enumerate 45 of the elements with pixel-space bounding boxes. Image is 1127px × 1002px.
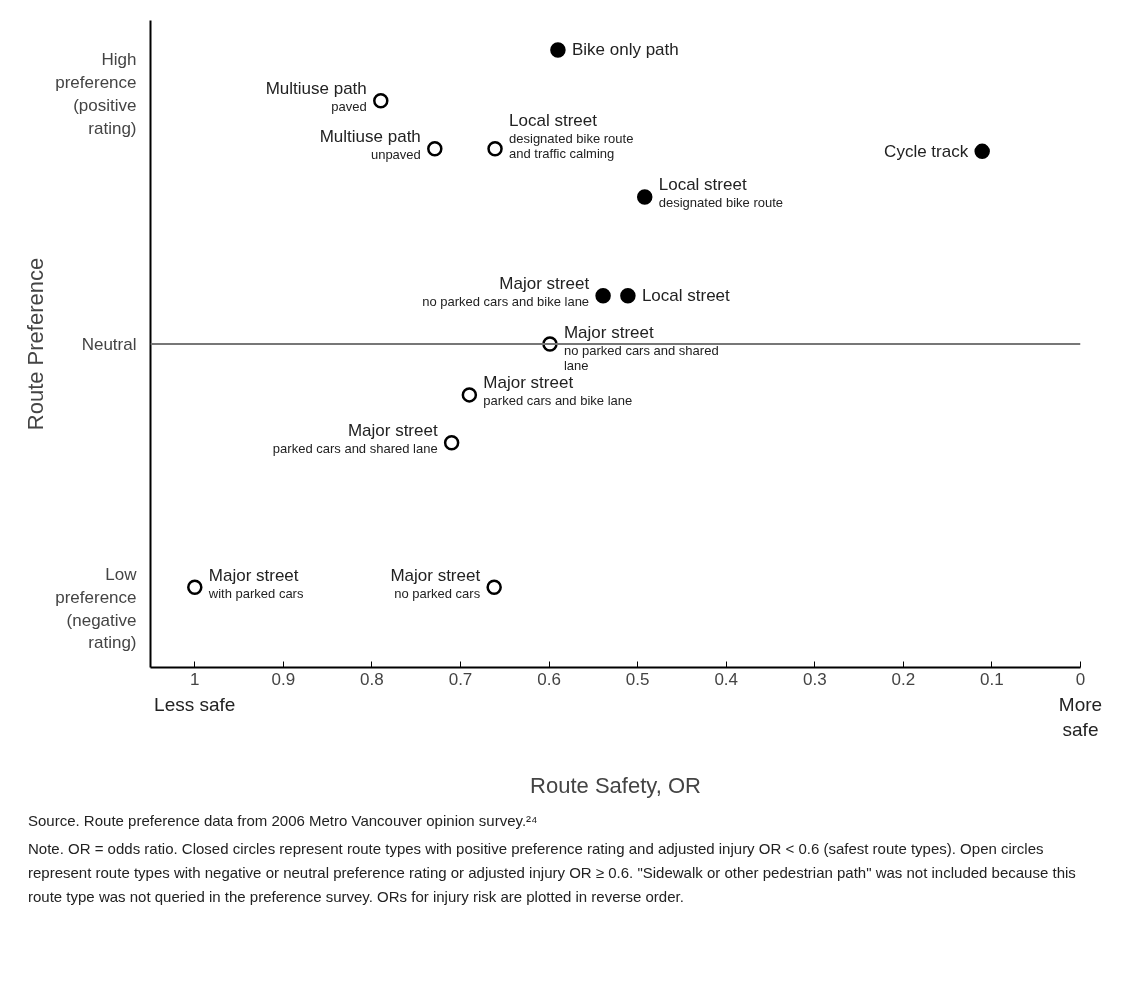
text: More safe (1058, 693, 1103, 740)
x-tick-label: 0.4 (714, 669, 739, 689)
annotation: Major street with parked cars (207, 565, 304, 601)
x-tick-label: 0.1 (980, 669, 1004, 689)
annotation: Major street no parked cars and shared lane (563, 322, 719, 373)
annotation: Local street (641, 286, 731, 306)
annotation: Local street designated bike route and traffic calming (509, 111, 634, 162)
x-tick-label: 0.3 (802, 669, 827, 689)
x-tick-label: 0.2 (891, 669, 916, 689)
annotation: Multiuse path unpaved (319, 127, 421, 163)
annotation: Major street no parked cars and bike lane (422, 274, 590, 310)
point (187, 579, 203, 595)
source-note: Source. Route preference data from 2006 Metro Vancouver opinion survey.²⁴ (28, 811, 539, 831)
point (443, 435, 460, 451)
point (427, 140, 443, 157)
annotation: Major street parked cars and shared lane (272, 421, 438, 457)
point (487, 140, 503, 157)
point (486, 579, 502, 595)
x-tick-label: 0.5 (625, 669, 650, 689)
ref-line-label: Neutral (81, 334, 137, 354)
x-axis-title: Route Safety, OR (530, 772, 701, 798)
point (636, 189, 653, 205)
text: Note. OR = odds ratio. Closed circles represent route types with positive preference rating and adjusted injury OR < 0.6 (safest route types). Open circles represent route types with negative or neutral preference rating or adjusted injury OR ≥ 0.6. "Sidewalk or other pedestrian path" was not included because this route type was not queried in the preference survey. ORs for injury risk are plotted in reverse order. (28, 839, 1077, 907)
annotation: Multiuse path paved (265, 79, 367, 115)
annotation: Bike only path (571, 40, 679, 60)
x-tick-label: 0.6 (537, 669, 561, 689)
point (550, 42, 566, 58)
point (595, 288, 611, 304)
x-tick-label: 0.9 (271, 669, 296, 689)
text: Low preference (negative rating) (55, 564, 138, 653)
point (620, 288, 636, 304)
point (461, 387, 478, 403)
point (373, 93, 389, 109)
x-tick-label: 0.8 (360, 669, 384, 689)
text: High preference (positive rating) (55, 50, 137, 138)
annotation: Major street no parked cars (390, 565, 481, 601)
annotation: Local street designated bike route (658, 175, 784, 211)
point (974, 143, 990, 160)
text: Less safe (154, 693, 236, 715)
x-tick-label: 0.7 (448, 669, 473, 689)
annotation: Major street parked cars and bike lane (483, 373, 633, 409)
annotation: Cycle track (884, 141, 969, 161)
y-axis-title: Route Preference (23, 257, 49, 431)
x-tick-label: 0 (1075, 669, 1086, 689)
x-tick-label: 1 (190, 669, 200, 689)
